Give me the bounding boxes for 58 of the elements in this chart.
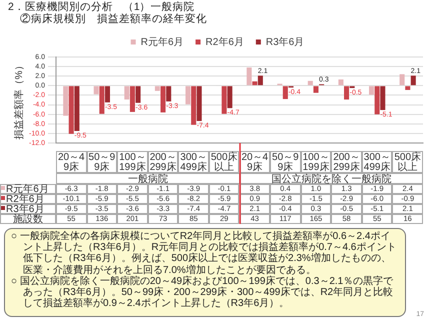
y-axis-title: 損益差額率（%） bbox=[12, 60, 25, 140]
x-tick-label: 20～49床 bbox=[56, 151, 87, 173]
bar bbox=[104, 86, 110, 102]
x-tick-label: 100～199床 bbox=[300, 151, 332, 173]
x-tick-label: 20～49床 bbox=[240, 151, 270, 173]
bar bbox=[282, 86, 288, 100]
bar bbox=[252, 81, 258, 86]
bar bbox=[368, 86, 374, 95]
text: R3年6月 bbox=[6, 204, 44, 215]
bar bbox=[124, 86, 130, 100]
text: 施設数 bbox=[0, 214, 56, 225]
bar bbox=[338, 79, 344, 86]
bar bbox=[196, 86, 202, 122]
bar bbox=[380, 86, 386, 110]
bar bbox=[313, 86, 318, 93]
text: 2．医療機関別の分析 bbox=[8, 1, 113, 13]
bar bbox=[130, 86, 135, 112]
bar bbox=[136, 86, 141, 103]
x-tick-label: 300～499床 bbox=[178, 151, 209, 173]
bar bbox=[227, 86, 232, 108]
bar bbox=[99, 86, 104, 114]
bar bbox=[68, 86, 74, 134]
bar bbox=[374, 86, 380, 114]
legend-label: R元年6月 bbox=[140, 36, 184, 48]
bar bbox=[166, 86, 172, 102]
bar bbox=[154, 86, 160, 91]
bar bbox=[191, 86, 196, 125]
legend-label: R2年6月 bbox=[206, 36, 244, 48]
bar bbox=[74, 86, 80, 132]
text: ○ 国公立病院を除く一般病院の20～49床および100～199床では、0.3～2.1％の黒字であった（R3年6月）。50～99床・200～299床・300～499床では、R2年同月と比較して損益差額率が0.9～2.4ポイント上昇した（R3年6月）。 bbox=[11, 276, 394, 310]
x-tick-label: 500床以上 bbox=[208, 151, 240, 173]
bar bbox=[400, 74, 405, 86]
bar bbox=[63, 86, 68, 116]
x-tick-label: 100～199床 bbox=[117, 151, 148, 173]
bar bbox=[222, 86, 227, 114]
chart-title: ②病床規模別 損益差額率の経年変化 bbox=[19, 13, 207, 25]
bar bbox=[308, 80, 313, 86]
bar bbox=[160, 86, 166, 112]
legend-label: R3年6月 bbox=[266, 36, 304, 48]
bar bbox=[185, 86, 191, 104]
bar bbox=[344, 86, 350, 100]
text: R元年6月 bbox=[6, 184, 49, 195]
bar bbox=[94, 86, 99, 94]
x-tick-label: 50～99床 bbox=[270, 151, 301, 173]
x-tick-label: 300～499床 bbox=[362, 151, 392, 173]
bar bbox=[410, 76, 416, 86]
text: （1）一般病院 bbox=[122, 1, 195, 13]
bar bbox=[405, 86, 410, 90]
text: R2年6月 bbox=[6, 194, 44, 205]
text: 一般病院 bbox=[56, 173, 240, 185]
text: 国公立病院を除く一般病院 bbox=[240, 173, 423, 185]
x-tick-label: 500床以上 bbox=[392, 151, 423, 173]
bar bbox=[258, 76, 263, 86]
x-tick-label: 200～299床 bbox=[148, 151, 178, 173]
x-tick-label: 200～299床 bbox=[331, 151, 362, 173]
text: ○ 一般病院全体の各病床規模についてR2年同月と比較して損益差額率が0.6～2.4ポイント上昇した（R3年6月）。R元年同月との比較では損益差額率が0.7～4.6ポイント低下した（R3年6月）。例えば、500床以上では医業収益が2.3%増加したものの、医業・介護費用がそれを上回る7.0%増加したことが要因である。 bbox=[11, 231, 398, 276]
x-tick-label: 50～99床 bbox=[86, 151, 118, 173]
bar bbox=[246, 68, 252, 86]
